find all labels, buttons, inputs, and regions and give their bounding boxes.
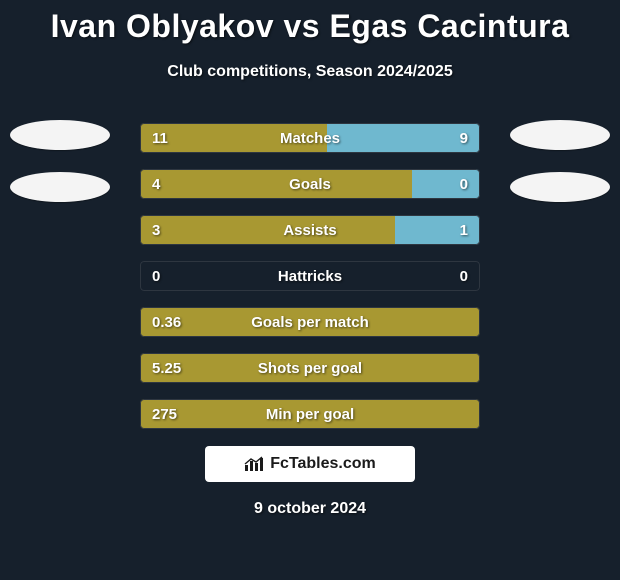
avatar-placeholder	[10, 120, 110, 150]
row-outline	[140, 261, 480, 291]
avatar-col-right	[510, 120, 610, 202]
stat-right-value: 0	[432, 268, 468, 285]
avatar-placeholder	[510, 120, 610, 150]
stat-row: 275Min per goal	[140, 399, 480, 429]
stat-rows: 11Matches9 4Goals0 3Assists1 0Hattricks0 0.3…	[140, 123, 480, 429]
page-title: Ivan Oblyakov vs Egas Cacintura	[0, 0, 620, 45]
stat-bar-left	[140, 169, 412, 199]
avatar-placeholder	[10, 172, 110, 202]
stat-bar-right	[327, 123, 480, 153]
brand-badge[interactable]: FcTables.com	[205, 446, 415, 482]
stat-row-text: 0Hattricks0	[140, 261, 480, 291]
stat-bar-left	[140, 123, 327, 153]
stat-row: 3Assists1	[140, 215, 480, 245]
stat-row: 0Hattricks0	[140, 261, 480, 291]
stat-bar-right	[395, 215, 480, 245]
stat-row: 11Matches9	[140, 123, 480, 153]
subtitle: Club competitions, Season 2024/2025	[0, 63, 620, 81]
stat-row: 5.25Shots per goal	[140, 353, 480, 383]
stat-row: 4Goals0	[140, 169, 480, 199]
stat-label: Hattricks	[188, 268, 432, 285]
stat-bar-left	[140, 215, 395, 245]
stat-bar-right	[412, 169, 480, 199]
stat-bar-left	[140, 307, 480, 337]
avatar-col-left	[10, 120, 110, 202]
stat-bar-left	[140, 399, 480, 429]
stat-bar-left	[140, 353, 480, 383]
brand-label: FcTables.com	[270, 455, 376, 473]
stat-left-value: 0	[152, 268, 188, 285]
comparison-infographic: Ivan Oblyakov vs Egas Cacintura Club com…	[0, 0, 620, 580]
stat-row: 0.36Goals per match	[140, 307, 480, 337]
avatar-placeholder	[510, 172, 610, 202]
date-label: 9 october 2024	[0, 500, 620, 518]
chart-icon	[244, 456, 264, 472]
